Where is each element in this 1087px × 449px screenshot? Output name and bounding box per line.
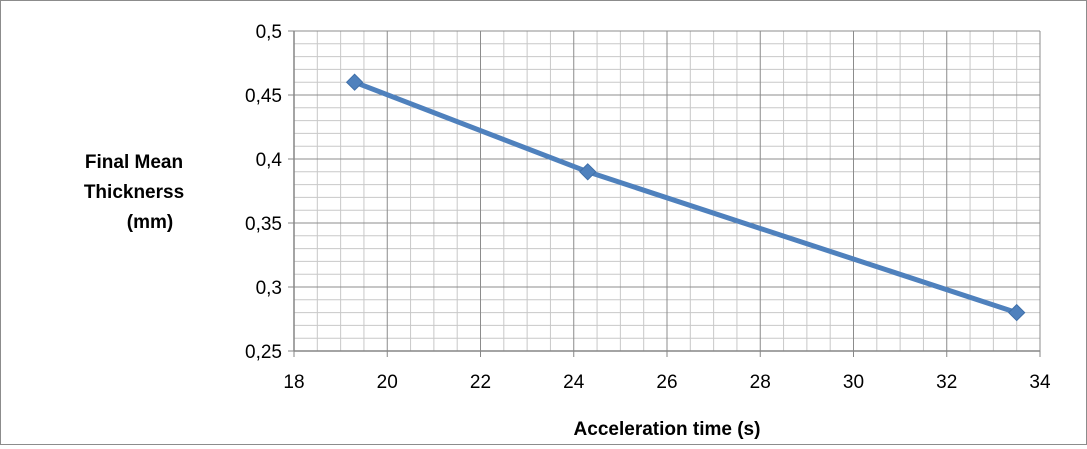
y-tick-label: 0,35 xyxy=(245,214,282,235)
x-tick-label: 32 xyxy=(936,372,957,393)
x-tick-label: 26 xyxy=(656,372,677,393)
x-tick-label: 34 xyxy=(1029,372,1051,393)
y-tick-label: 0,5 xyxy=(256,22,282,43)
data-point-marker xyxy=(345,73,364,91)
series xyxy=(345,73,1026,322)
y-tick-label: 0,45 xyxy=(245,86,282,107)
y-tick-label: 0,4 xyxy=(256,150,283,171)
y-axis-title-line-3: (mm) xyxy=(127,212,173,233)
y-tick-label: 0,25 xyxy=(245,342,282,363)
x-tick-label: 28 xyxy=(750,372,771,393)
data-point-marker xyxy=(579,163,597,181)
x-tick-label: 20 xyxy=(377,372,398,393)
tick-labels: 0,25 0,3 0,35 0,4 0,45 0,5 18 20 22 24 26 28 30 32 34 xyxy=(245,22,1051,393)
axes xyxy=(288,30,1041,357)
data-point-marker xyxy=(1007,303,1026,322)
grid xyxy=(293,30,1041,352)
x-tick-label: 30 xyxy=(843,372,864,393)
y-axis-title-line-1: Final Mean xyxy=(85,152,183,173)
x-tick-label: 22 xyxy=(470,372,491,393)
x-tick-label: 24 xyxy=(563,372,585,393)
y-tick-label: 0,3 xyxy=(256,278,282,299)
y-axis-title-line-2: Thicknerss xyxy=(84,182,184,203)
x-tick-label: 18 xyxy=(283,372,304,393)
x-axis-title: Acceleration time (s) xyxy=(574,419,761,440)
